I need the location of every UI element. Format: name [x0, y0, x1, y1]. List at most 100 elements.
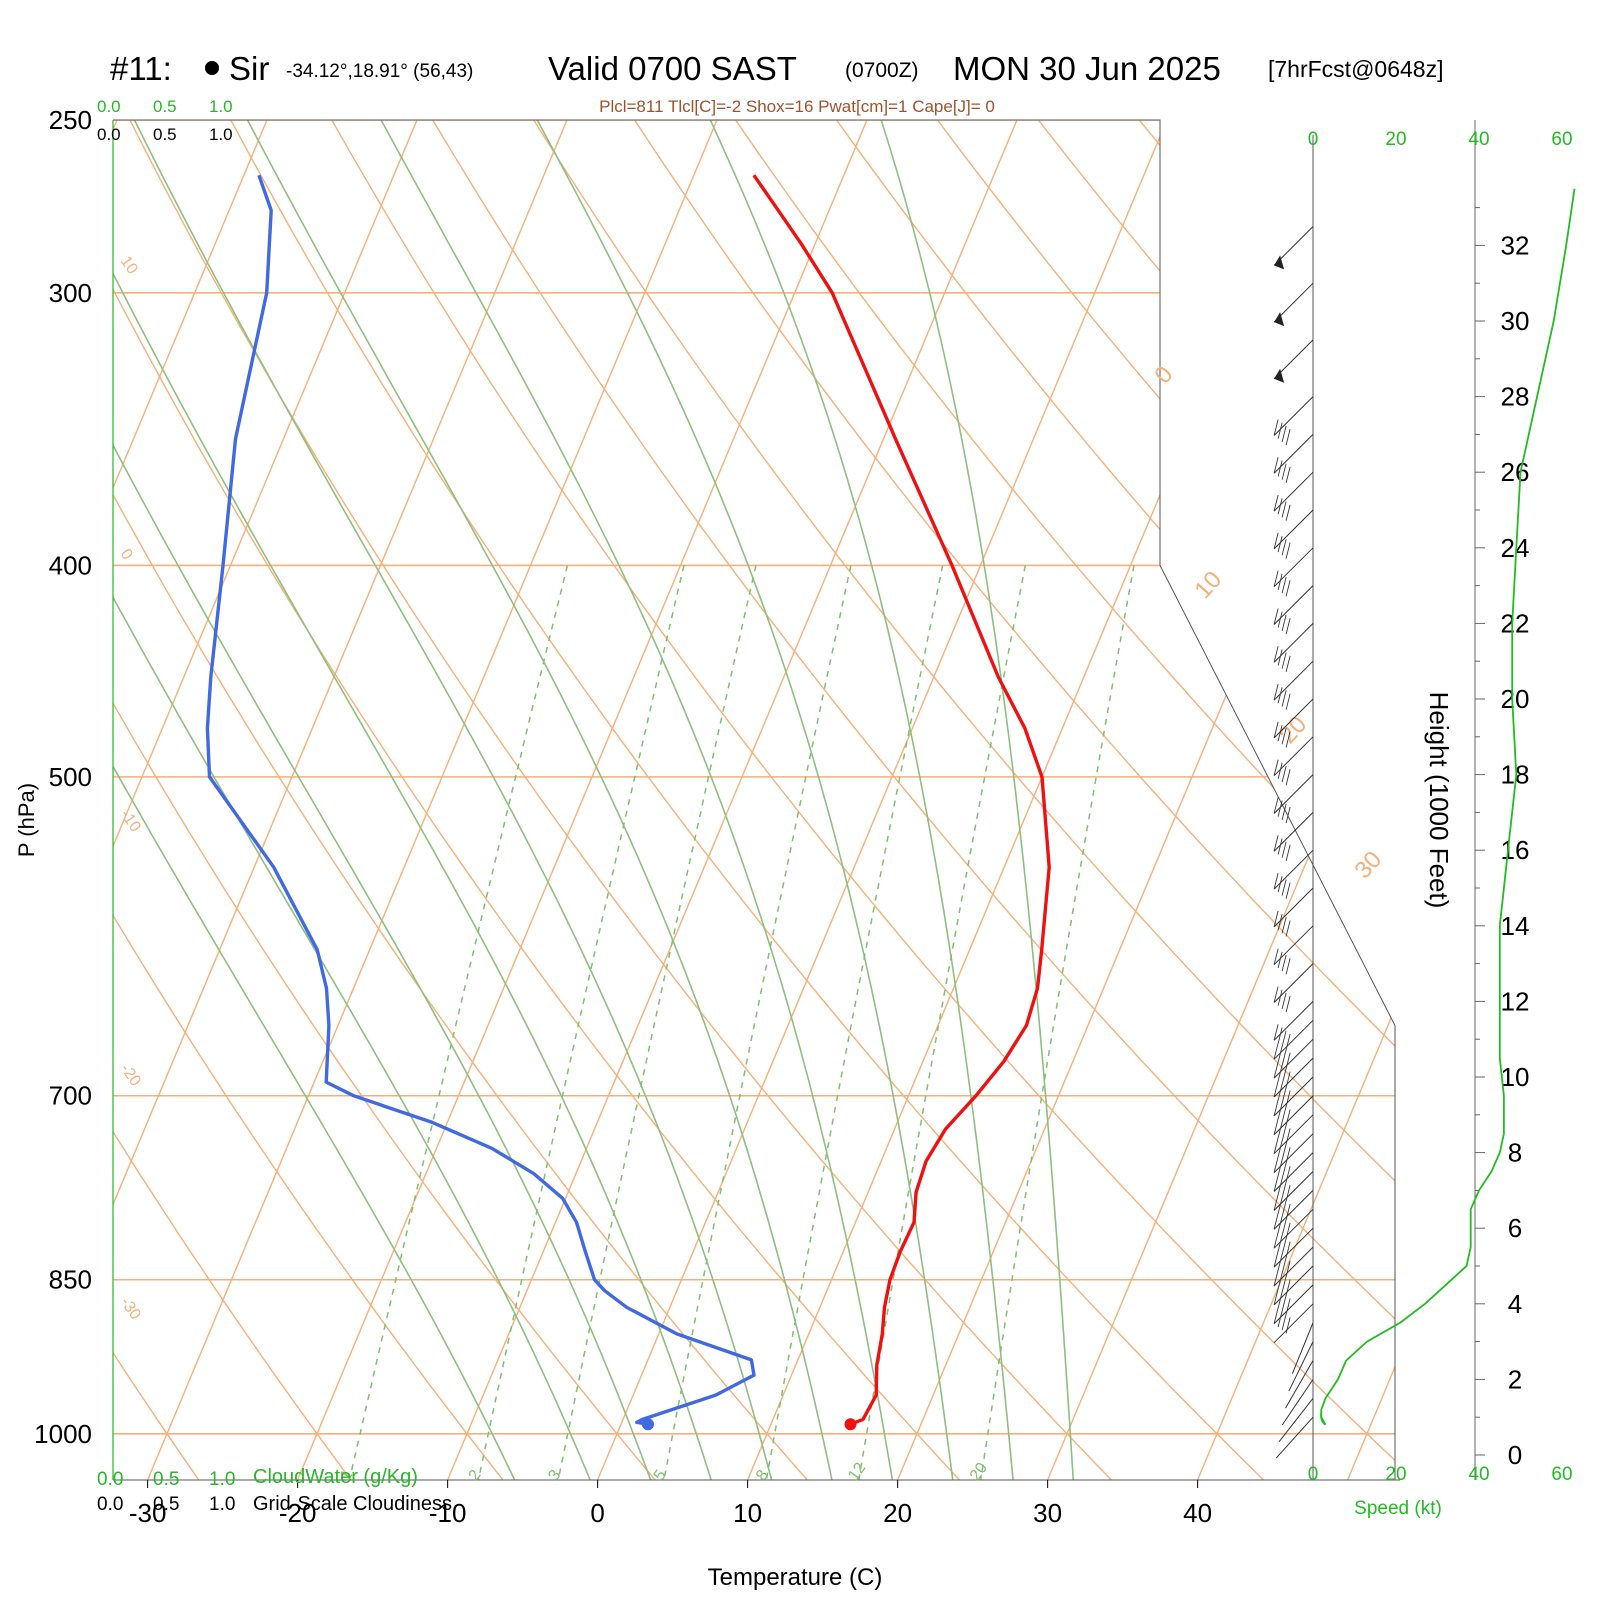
wind-barb-flag	[1273, 759, 1279, 776]
wind-barb-flag	[1277, 1084, 1283, 1101]
wind-barb	[1273, 396, 1314, 446]
temperature-tick-label: 10	[733, 1498, 762, 1528]
wind-barb-flag	[1285, 1052, 1291, 1069]
wind-barb	[1273, 1001, 1314, 1051]
wind-barb-flag	[1273, 721, 1279, 739]
moist-adiabat-line	[113, 120, 715, 1480]
wind-barb-flag	[1285, 693, 1291, 710]
wind-barb-flag	[1277, 460, 1283, 477]
height-tick-label: 22	[1501, 608, 1530, 638]
wind-barb-flag	[1273, 1213, 1279, 1230]
dry-adiabat-line	[113, 120, 664, 1480]
isotherm-line	[113, 120, 434, 1480]
sounding-indices: Plcl=811 Tlcl[C]=-2 Shox=16 Pwat[cm]=1 C…	[599, 97, 995, 116]
wind-barb-flag	[1285, 958, 1291, 975]
wind-barb-flag	[1285, 1109, 1291, 1126]
dry-adiabat-line	[113, 120, 816, 1480]
mixing-ratio-line	[979, 565, 1135, 1480]
wind-barb	[1273, 660, 1314, 710]
wind-barb	[1273, 1246, 1314, 1296]
wind-barb-flag	[1281, 1181, 1287, 1199]
wind-barb-flag	[1277, 1310, 1283, 1328]
wind-barb-flag	[1281, 614, 1287, 632]
wind-barb	[1273, 282, 1314, 327]
plot-frame	[112, 119, 1400, 1481]
height-tick-label: 4	[1508, 1289, 1522, 1319]
moist-adiabat-line	[113, 120, 520, 1480]
mixing-ratio-label: 2	[466, 1467, 485, 1484]
cloudiness-label: Grid-Scale Cloudiness	[253, 1493, 452, 1515]
cloudwater-label: CloudWater (g/Kg)	[253, 1466, 418, 1488]
dry-adiabat-line	[113, 120, 206, 1480]
isotherm-label: 0	[1149, 361, 1178, 389]
temperature-axis-title: Temperature (C)	[708, 1564, 883, 1591]
wind-barb-flag	[1277, 498, 1283, 515]
wind-barb-flag	[1273, 986, 1279, 1003]
speed-tick-label-bottom: 0	[1308, 1464, 1319, 1485]
wind-barb	[1273, 1152, 1314, 1202]
wind-barb	[1291, 1322, 1314, 1374]
dry-adiabat-line	[509, 120, 1395, 1480]
pressure-tick-label: 850	[49, 1265, 92, 1295]
wind-barb-flag	[1281, 917, 1287, 934]
dry-adiabat-line	[113, 120, 1121, 1480]
temperature-tick-label: -20	[279, 1498, 317, 1528]
mixing-ratio-line	[858, 565, 1027, 1480]
cloudwater-tick-top: 0.0	[97, 97, 121, 116]
wind-barb-flag	[1285, 1071, 1291, 1088]
wind-barb-flag	[1281, 576, 1287, 594]
wind-barb-flag	[1277, 1254, 1283, 1271]
height-tick-label: 20	[1501, 684, 1530, 714]
wind-barb-flag	[1273, 1307, 1279, 1324]
wind-barb-flag	[1273, 910, 1279, 928]
wind-barb-flag	[1273, 1194, 1279, 1211]
wind-barb	[1273, 1284, 1314, 1334]
height-tick-label: 14	[1501, 911, 1530, 941]
wind-barb-flag	[1273, 608, 1279, 625]
wind-barb-flag	[1281, 1162, 1287, 1180]
cloudiness-tick-bottom: 1.0	[209, 1494, 235, 1515]
wind-barb-flag	[1273, 1061, 1279, 1079]
wind-barb-flag	[1281, 1238, 1287, 1255]
wind-barb-flag	[1273, 1137, 1279, 1154]
wind-barb-staff	[1288, 1341, 1314, 1392]
wind-barb-flag	[1277, 1121, 1283, 1139]
wind-barb	[1273, 1265, 1314, 1315]
wind-barb	[1273, 925, 1314, 975]
pressure-tick-label: 250	[49, 105, 92, 135]
dry-adiabat-line	[409, 120, 1395, 1480]
wind-barb-flag	[1277, 876, 1283, 893]
temperature-profile-surface-dot	[844, 1418, 857, 1431]
wind-barb-flag	[1273, 1080, 1279, 1098]
wind-barb-flag	[1285, 1317, 1291, 1334]
dry-adiabat-line	[113, 120, 359, 1480]
moist-adiabat-line	[359, 120, 895, 1480]
cloudiness-tick-top: 0.0	[97, 125, 121, 144]
speed-tick-label-bottom: 20	[1385, 1464, 1406, 1485]
wind-barb-flag	[1281, 954, 1287, 972]
wind-barb-flag	[1281, 728, 1287, 745]
wind-barb-flag	[1281, 1257, 1287, 1274]
wind-barb-flag	[1273, 532, 1279, 550]
wind-barb-flag	[1285, 504, 1291, 521]
wind-barb-flag	[1281, 803, 1287, 821]
wind-barb-flag	[1273, 646, 1279, 663]
wind-barb-flag	[1273, 1288, 1279, 1306]
moist-adiabat-line	[113, 120, 595, 1480]
wind-barb-flag	[1285, 1279, 1291, 1296]
wind-barb-flag	[1285, 769, 1291, 786]
wind-barb-flag	[1277, 762, 1283, 780]
speed-tick-label-bottom: 60	[1551, 1464, 1572, 1485]
wind-barb-flag	[1277, 611, 1283, 628]
isotherm-line	[113, 120, 584, 1480]
wind-barb	[1273, 1114, 1314, 1164]
wind-barb-flag	[1281, 1125, 1287, 1142]
wind-barb-flag	[1273, 1250, 1279, 1268]
height-tick-label: 0	[1508, 1440, 1522, 1470]
isotherm-line	[1343, 120, 1395, 1480]
wind-barb-pennant	[1274, 255, 1285, 270]
wind-barb	[1273, 887, 1314, 937]
cloudwater-tick-bottom: 0.5	[153, 1469, 179, 1490]
wind-barb	[1273, 1076, 1314, 1126]
valid-date: MON 30 Jun 2025	[953, 50, 1221, 87]
